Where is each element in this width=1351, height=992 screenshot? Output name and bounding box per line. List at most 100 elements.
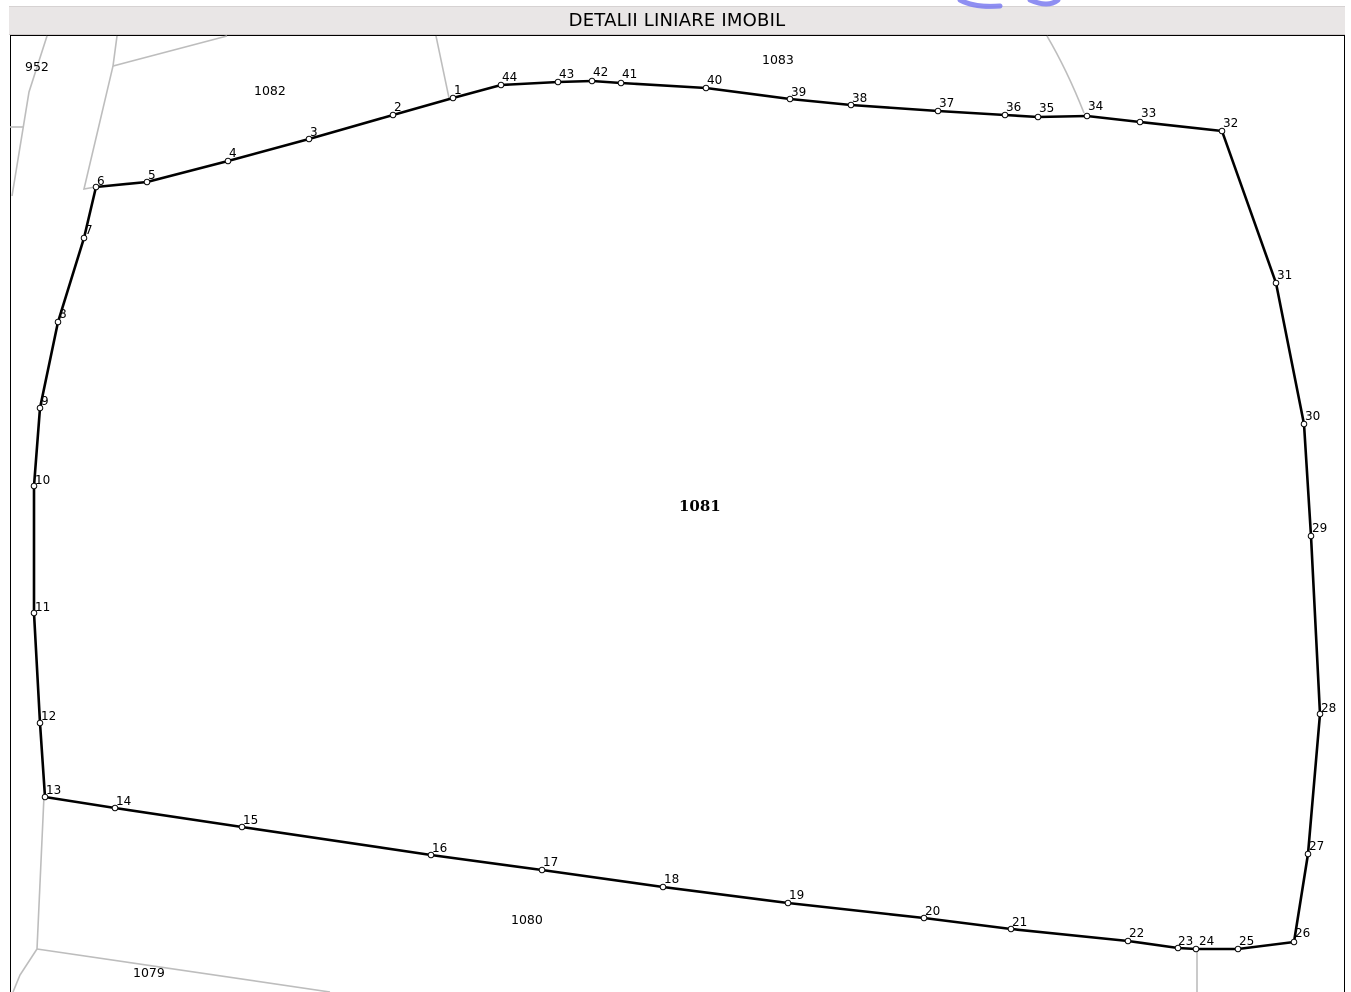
vertex-marker <box>497 81 505 89</box>
vertex-marker <box>1290 938 1298 946</box>
vertex-marker <box>41 793 49 801</box>
vertex-marker <box>920 914 928 922</box>
vertex-label: 12 <box>41 709 56 723</box>
vertex-label: 41 <box>622 67 637 81</box>
vertex-label: 25 <box>1239 934 1254 948</box>
vertex-marker <box>554 78 562 86</box>
vertex-marker <box>659 883 667 891</box>
vertex-marker <box>1007 925 1015 933</box>
parcel-label-1082: 1082 <box>254 83 286 98</box>
vertex-label: 40 <box>707 73 722 87</box>
vertex-label: 15 <box>243 813 258 827</box>
vertex-label: 33 <box>1141 106 1156 120</box>
vertex-label: 5 <box>148 168 156 182</box>
vertex-label: 18 <box>664 872 679 886</box>
vertex-marker <box>1174 944 1182 952</box>
vertex-marker <box>784 899 792 907</box>
vertex-marker <box>1234 945 1242 953</box>
vertex-label: 26 <box>1295 926 1310 940</box>
vertex-marker <box>449 94 457 102</box>
vertex-label: 39 <box>791 85 806 99</box>
vertex-label: 34 <box>1088 99 1103 113</box>
vertex-marker <box>1136 118 1144 126</box>
vertex-marker <box>389 111 397 119</box>
vertex-marker <box>1218 127 1226 135</box>
vertex-label: 10 <box>35 473 50 487</box>
vertex-label: 44 <box>502 70 517 84</box>
vertex-label: 30 <box>1305 409 1320 423</box>
vertex-label: 27 <box>1309 839 1324 853</box>
vertex-label: 8 <box>59 307 67 321</box>
vertex-label: 20 <box>925 904 940 918</box>
vertex-marker <box>1192 945 1200 953</box>
vertex-label: 24 <box>1199 934 1214 948</box>
vertex-marker <box>538 866 546 874</box>
vertex-marker <box>224 157 232 165</box>
vertex-label: 1 <box>454 83 462 97</box>
vertex-marker <box>702 84 710 92</box>
vertex-label: 35 <box>1039 101 1054 115</box>
vertex-marker <box>1300 420 1308 428</box>
vertex-label: 9 <box>41 394 49 408</box>
vertex-label: 28 <box>1321 701 1336 715</box>
vertex-label: 7 <box>85 223 93 237</box>
vertex-marker <box>427 851 435 859</box>
watermark-shape <box>957 0 1061 9</box>
page-title: DETALII LINIARE IMOBIL <box>9 6 1345 35</box>
vertex-marker <box>36 404 44 412</box>
vertex-label: 43 <box>559 67 574 81</box>
vertex-label: 16 <box>432 841 447 855</box>
vertex-label: 14 <box>116 794 131 808</box>
vertex-label: 2 <box>394 100 402 114</box>
vertex-marker <box>1001 111 1009 119</box>
vertex-label: 22 <box>1129 926 1144 940</box>
vertex-marker <box>1304 850 1312 858</box>
vertex-label: 11 <box>35 600 50 614</box>
parcel-label-main: 1081 <box>679 497 721 515</box>
vertex-marker <box>934 107 942 115</box>
vertex-label: 19 <box>789 888 804 902</box>
vertex-label: 29 <box>1312 521 1327 535</box>
parcel-label-1080: 1080 <box>511 912 543 927</box>
vertex-label: 42 <box>593 65 608 79</box>
vertex-label: 21 <box>1012 915 1027 929</box>
vertex-label: 6 <box>97 174 105 188</box>
vertex-marker <box>92 183 100 191</box>
vertex-marker <box>588 77 596 85</box>
vertex-label: 32 <box>1223 116 1238 130</box>
vertex-label: 13 <box>46 783 61 797</box>
vertex-label: 36 <box>1006 100 1021 114</box>
parcel-label-1079: 1079 <box>133 965 165 980</box>
vertex-label: 4 <box>229 146 237 160</box>
vertex-marker <box>1316 710 1324 718</box>
vertex-marker <box>111 804 119 812</box>
vertex-marker <box>54 318 62 326</box>
vertex-marker <box>30 609 38 617</box>
vertex-marker <box>1272 279 1280 287</box>
vertex-marker <box>305 135 313 143</box>
vertex-marker <box>847 101 855 109</box>
parcel-label-1083: 1083 <box>762 52 794 67</box>
parcel-boundary <box>32 79 1322 951</box>
vertex-marker <box>1034 113 1042 121</box>
vertex-marker <box>617 79 625 87</box>
vertex-marker <box>1124 937 1132 945</box>
vertex-label: 38 <box>852 91 867 105</box>
vertex-label: 31 <box>1277 268 1292 282</box>
map-frame <box>10 35 1345 992</box>
vertex-label: 37 <box>939 96 954 110</box>
vertex-marker <box>1307 532 1315 540</box>
vertex-marker <box>238 823 246 831</box>
vertex-marker <box>36 719 44 727</box>
vertex-marker <box>80 234 88 242</box>
vertex-marker <box>786 95 794 103</box>
vertex-marker <box>1083 112 1091 120</box>
vertex-label: 3 <box>310 125 318 139</box>
vertex-marker <box>143 178 151 186</box>
neighbor-boundaries <box>10 35 1198 992</box>
parcel-label-952: 952 <box>25 59 49 74</box>
vertex-label: 17 <box>543 855 558 869</box>
vertex-marker <box>30 482 38 490</box>
